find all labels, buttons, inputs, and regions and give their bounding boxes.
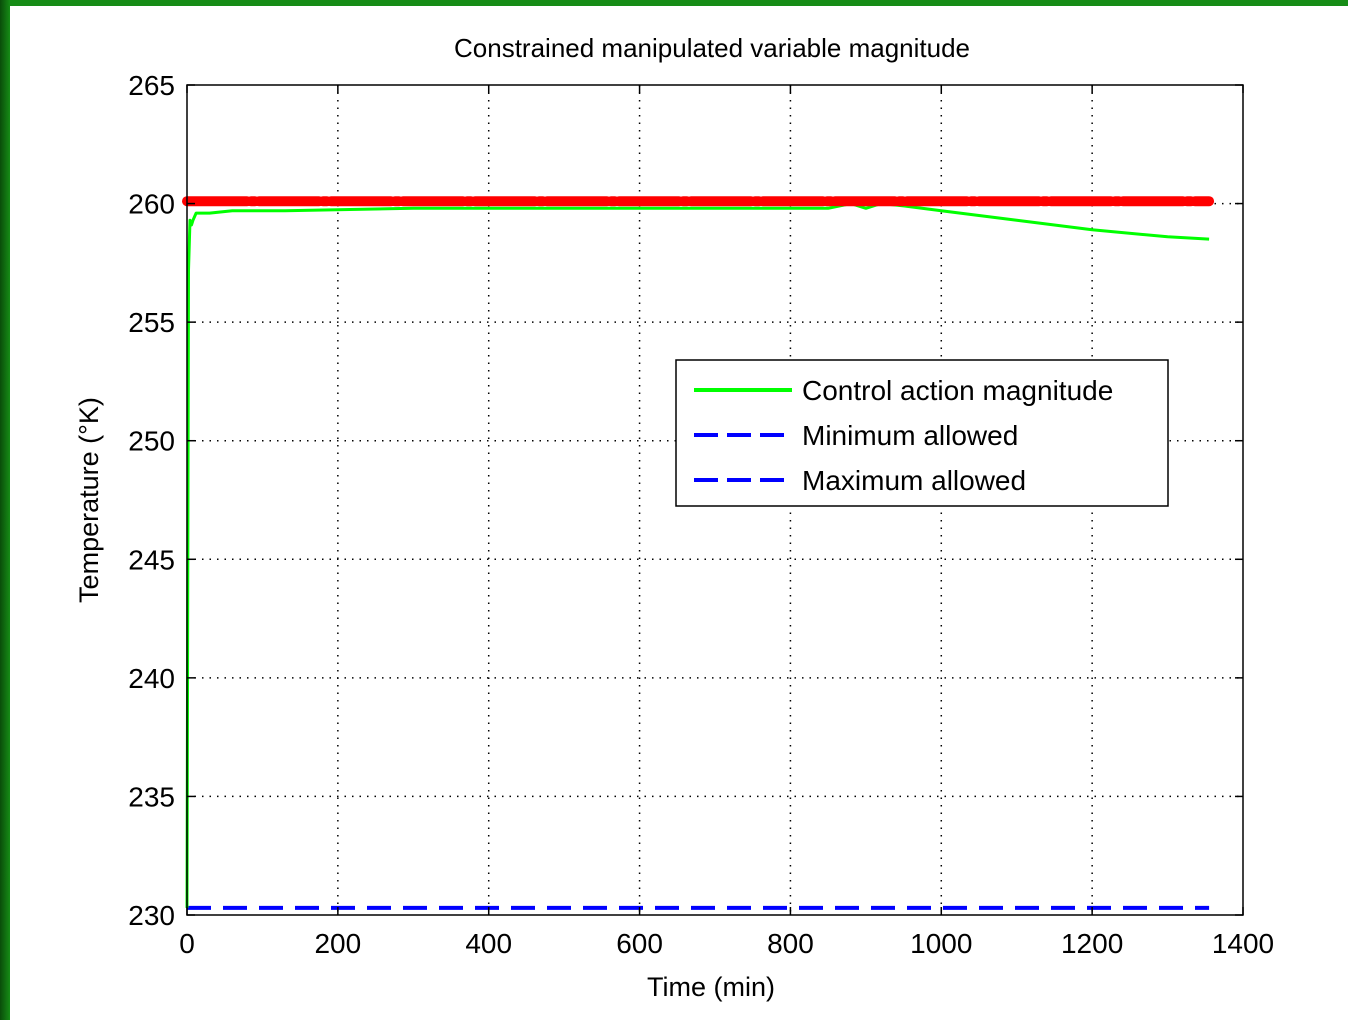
x-tick-label: 1000 [910, 928, 972, 959]
y-tick-label: 255 [128, 307, 175, 338]
x-tick-label: 1400 [1212, 928, 1274, 959]
series-line-control-action-magnitude [185, 202, 1210, 908]
x-tick-label: 600 [616, 928, 663, 959]
y-tick-label: 235 [128, 781, 175, 812]
figure-canvas: Constrained manipulated variable magnitu… [10, 6, 1348, 1020]
y-tick-label: 265 [128, 70, 175, 101]
x-tick-label: 400 [465, 928, 512, 959]
legend-label: Control action magnitude [802, 375, 1113, 406]
legend-box [675, 359, 1169, 507]
y-tick-label: 250 [128, 426, 175, 457]
y-tick-label: 245 [128, 544, 175, 575]
y-axis-label: Temperature (°K) [74, 397, 104, 603]
y-tick-label: 240 [128, 663, 175, 694]
x-tick-label: 200 [314, 928, 361, 959]
x-tick-label: 0 [179, 928, 195, 959]
legend-label: Maximum allowed [802, 465, 1026, 496]
y-tick-label: 230 [128, 900, 175, 931]
data-series [182, 196, 1215, 910]
x-axis-label: Time (min) [647, 972, 775, 1002]
axis-ticks: 0 200 400 600 800 1000 1200 1400 230 235 240 245 250… [128, 70, 1274, 959]
x-tick-label: 800 [767, 928, 814, 959]
legend-label: Minimum allowed [802, 420, 1018, 451]
x-tick-label: 1200 [1061, 928, 1123, 959]
plot-area-frame [186, 84, 1244, 916]
chart-title: Constrained manipulated variable magnitu… [454, 33, 970, 63]
line-chart: Constrained manipulated variable magnitu… [74, 33, 1274, 1002]
legend: Control action magnitude Minimum allowed M… [675, 359, 1169, 507]
y-tick-label: 260 [128, 189, 175, 220]
